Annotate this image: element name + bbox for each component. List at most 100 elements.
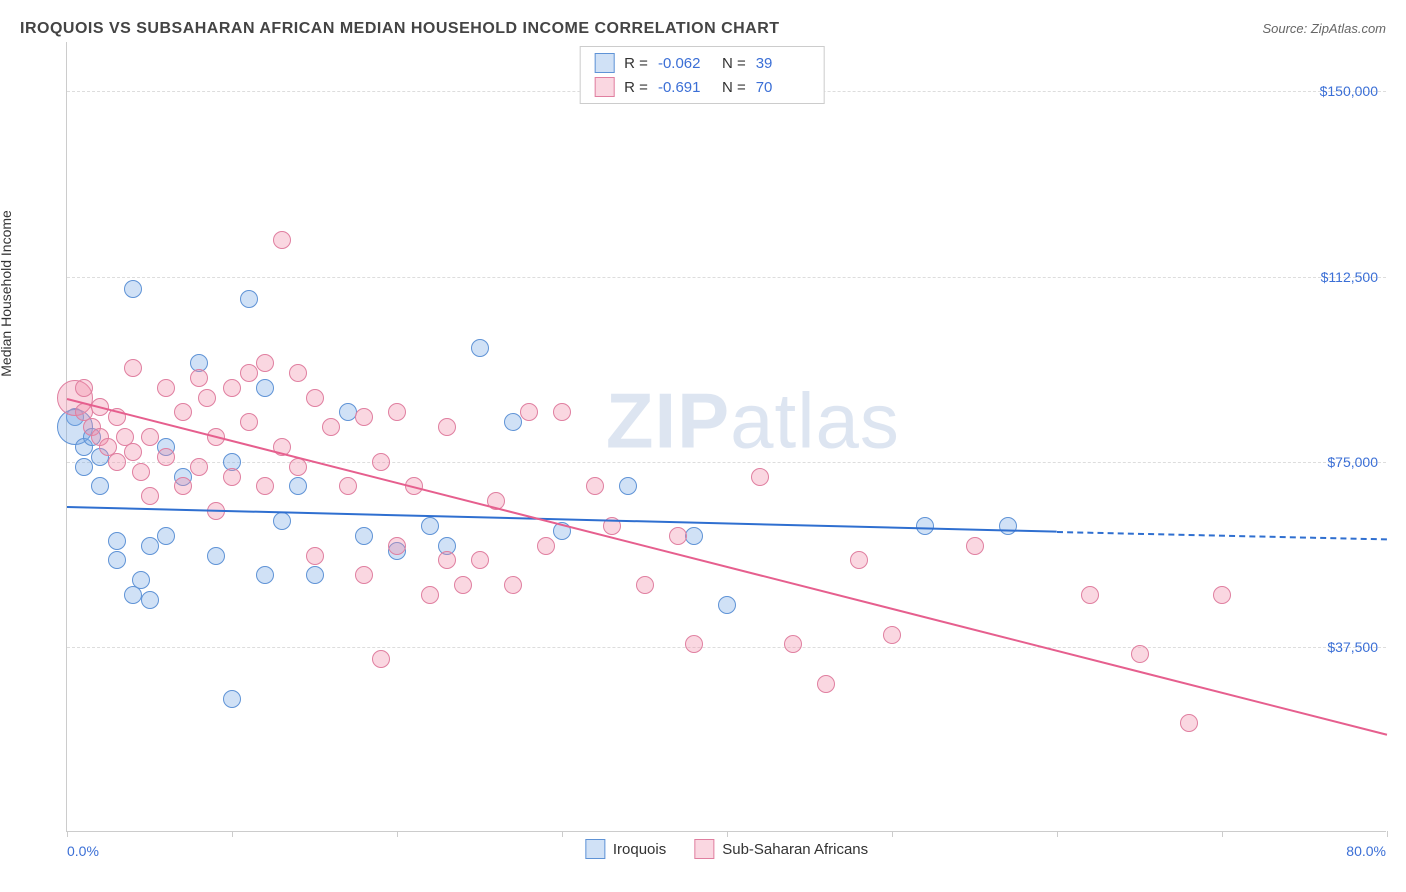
data-point (1131, 645, 1149, 663)
data-point (619, 477, 637, 495)
stats-row: R =-0.691N =70 (594, 75, 810, 99)
legend-swatch (694, 839, 714, 859)
legend-label: Iroquois (613, 841, 666, 858)
data-point (306, 547, 324, 565)
data-point (322, 418, 340, 436)
data-point (124, 359, 142, 377)
data-point (1213, 586, 1231, 604)
data-point (504, 413, 522, 431)
watermark: ZIPatlas (606, 375, 900, 466)
x-tick (1057, 831, 1058, 837)
data-point (174, 477, 192, 495)
data-point (520, 403, 538, 421)
data-point (372, 650, 390, 668)
data-point (223, 690, 241, 708)
data-point (355, 566, 373, 584)
data-point (999, 517, 1017, 535)
legend-swatch (594, 53, 614, 73)
data-point (454, 576, 472, 594)
data-point (883, 626, 901, 644)
y-tick-label: $150,000 (1320, 83, 1378, 99)
stats-row: R = -0.062 N = 39 (594, 51, 810, 75)
y-tick-label: $112,500 (1321, 269, 1378, 285)
data-point (669, 527, 687, 545)
data-point (223, 468, 241, 486)
data-point (817, 675, 835, 693)
data-point (108, 453, 126, 471)
data-point (306, 389, 324, 407)
data-point (438, 418, 456, 436)
data-point (190, 369, 208, 387)
data-point (471, 339, 489, 357)
legend-swatch (585, 839, 605, 859)
data-point (289, 477, 307, 495)
x-tick (1387, 831, 1388, 837)
legend-label: Sub-Saharan Africans (722, 841, 868, 858)
data-point (207, 547, 225, 565)
bottom-legend: Iroquois Sub-Saharan Africans (585, 839, 868, 859)
stats-n-value: 39 (756, 55, 810, 72)
data-point (339, 403, 357, 421)
gridline (67, 462, 1386, 463)
data-point (157, 448, 175, 466)
data-point (240, 290, 258, 308)
data-point (372, 453, 390, 471)
data-point (537, 537, 555, 555)
x-tick (232, 831, 233, 837)
data-point (157, 379, 175, 397)
x-tick (67, 831, 68, 837)
data-point (124, 443, 142, 461)
stats-n-label: N = (722, 55, 746, 72)
stats-legend: R =-0.062N =39R =-0.691N =70 (579, 46, 825, 104)
x-axis-end-label: 80.0% (1346, 843, 1386, 859)
y-axis-label: Median Household Income (0, 210, 14, 377)
data-point (132, 463, 150, 481)
x-tick (892, 831, 893, 837)
x-tick (1222, 831, 1223, 837)
stats-r-value: -0.062 (658, 55, 712, 72)
data-point (438, 551, 456, 569)
scatter-plot: ZIPatlas $37,500$75,000$112,500$150,0000… (66, 42, 1386, 832)
data-point (421, 517, 439, 535)
chart-title: IROQUOIS VS SUBSAHARAN AFRICAN MEDIAN HO… (20, 20, 780, 38)
gridline (67, 277, 1386, 278)
data-point (256, 379, 274, 397)
data-point (784, 635, 802, 653)
data-point (256, 477, 274, 495)
data-point (141, 428, 159, 446)
data-point (471, 551, 489, 569)
stats-n-value: 70 (756, 79, 810, 96)
data-point (289, 364, 307, 382)
data-point (273, 231, 291, 249)
data-point (553, 403, 571, 421)
x-tick (397, 831, 398, 837)
data-point (504, 576, 522, 594)
data-point (190, 458, 208, 476)
x-tick (727, 831, 728, 837)
data-point (198, 389, 216, 407)
data-point (916, 517, 934, 535)
x-axis-start-label: 0.0% (67, 843, 99, 859)
data-point (91, 477, 109, 495)
data-point (355, 408, 373, 426)
data-point (685, 527, 703, 545)
data-point (586, 477, 604, 495)
data-point (1180, 714, 1198, 732)
data-point (966, 537, 984, 555)
data-point (339, 477, 357, 495)
data-point (388, 537, 406, 555)
data-point (240, 413, 258, 431)
data-point (388, 403, 406, 421)
data-point (141, 487, 159, 505)
data-point (273, 512, 291, 530)
stats-n-label: N = (722, 79, 746, 96)
data-point (256, 354, 274, 372)
data-point (306, 566, 324, 584)
chart-container: Median Household Income ZIPatlas $37,500… (20, 42, 1386, 862)
data-point (108, 551, 126, 569)
legend-item: Sub-Saharan Africans (694, 839, 868, 859)
data-point (223, 379, 241, 397)
x-tick (562, 831, 563, 837)
stats-r-label: R = (624, 55, 648, 72)
stats-r-label: R = (624, 79, 648, 96)
